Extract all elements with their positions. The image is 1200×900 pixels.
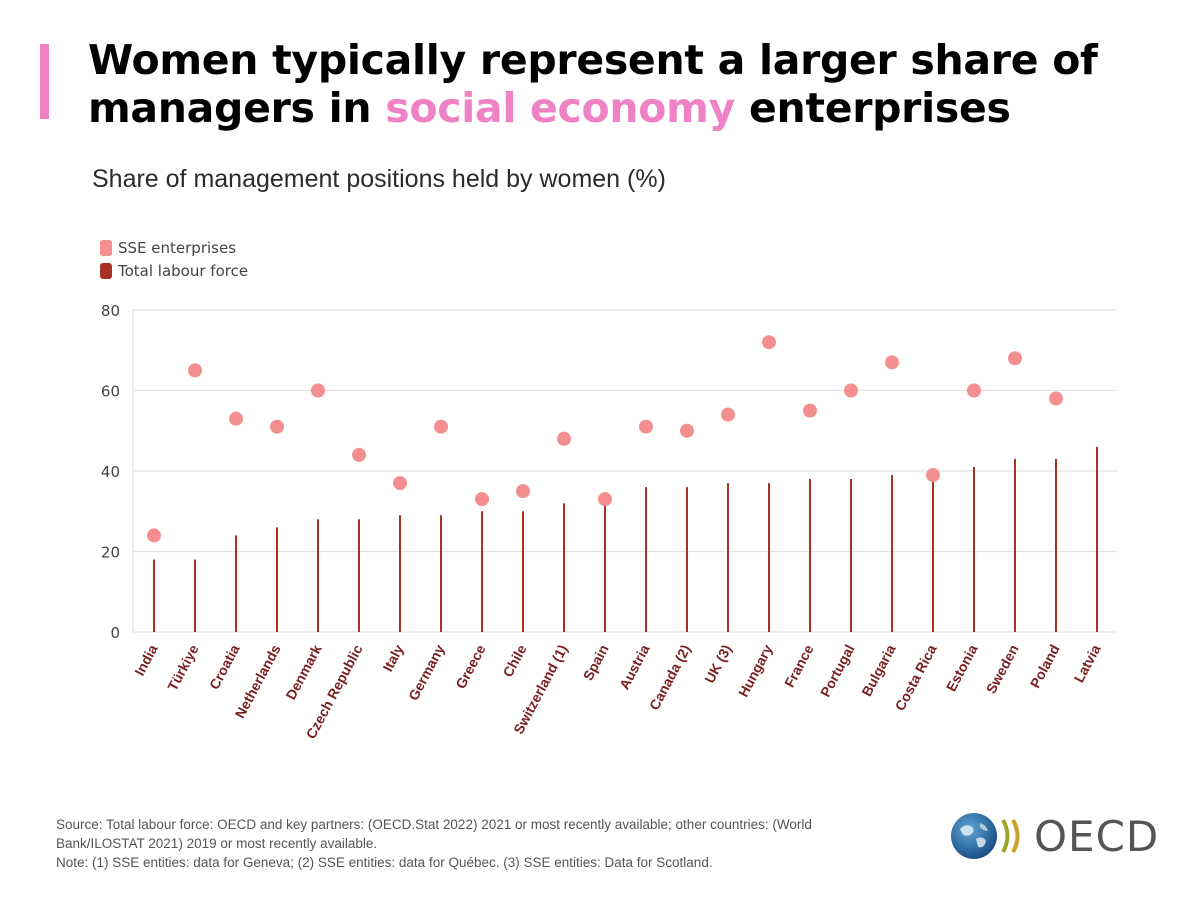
x-tick-label: Chile	[499, 642, 529, 680]
x-tick-label: Costa Rica	[892, 642, 940, 714]
x-tick-label: France	[781, 642, 817, 690]
sse-dot	[393, 476, 407, 491]
oecd-logo: OECD	[950, 810, 1170, 862]
title-highlight: social economy	[385, 84, 736, 132]
sse-dot	[188, 363, 202, 378]
sse-dot	[967, 383, 981, 398]
title-part-1: Women typically represent a larger share…	[88, 36, 1098, 132]
x-tick-label: Denmark	[282, 642, 324, 703]
x-tick-label: Latvia	[1071, 642, 1104, 685]
sse-dot	[1008, 351, 1022, 366]
x-tick-label: Sweden	[983, 642, 1022, 696]
logo-text: OECD	[1034, 811, 1160, 861]
sse-dot	[475, 492, 489, 507]
legend-swatch-labour	[100, 262, 112, 279]
legend-label-labour: Total labour force	[118, 261, 249, 280]
sse-dot	[762, 335, 776, 350]
sse-dot	[557, 431, 571, 446]
y-tick-label: 20	[101, 544, 120, 562]
globe-icon	[951, 813, 997, 859]
x-tick-label: Austria	[616, 642, 653, 692]
note-line: Note: (1) SSE entities: data for Geneva;…	[56, 855, 713, 870]
x-tick-label: Portugal	[817, 642, 858, 700]
sse-dot	[598, 492, 612, 507]
sse-dot	[680, 423, 694, 438]
x-tick-label: UK (3)	[701, 642, 734, 686]
sse-dot	[352, 447, 366, 462]
y-tick-label: 40	[101, 463, 120, 481]
legend-label-sse: SSE enterprises	[118, 238, 237, 257]
chevrons-icon	[1001, 819, 1020, 853]
chart-legend: SSE enterprises Total labour force	[100, 236, 248, 282]
source-line-2: Bank/ILOSTAT 2021) 2019 or most recently…	[56, 836, 378, 851]
x-tick-label: Bulgaria	[858, 642, 899, 699]
title-accent-bar	[40, 44, 49, 119]
sse-dot	[885, 355, 899, 370]
sse-dot	[1049, 391, 1063, 406]
x-tick-label: Croatia	[206, 642, 243, 692]
x-tick-label: Greece	[452, 642, 489, 692]
x-tick-label: Poland	[1027, 642, 1063, 691]
sse-dot	[926, 468, 940, 483]
y-tick-label: 0	[110, 624, 120, 642]
sse-dot	[147, 528, 161, 543]
legend-item-sse: SSE enterprises	[100, 236, 248, 259]
page-title: Women typically represent a larger share…	[88, 36, 1168, 132]
source-line-1: Source: Total labour force: OECD and key…	[56, 817, 812, 832]
x-tick-label: Canada (2)	[646, 642, 694, 713]
sse-dot	[844, 383, 858, 398]
y-tick-label: 60	[101, 383, 120, 401]
sse-dot	[516, 484, 530, 499]
x-tick-label: Germany	[405, 642, 448, 703]
x-tick-label: India	[131, 642, 161, 679]
x-tick-label: Hungary	[735, 642, 776, 700]
legend-item-labour: Total labour force	[100, 259, 248, 282]
sse-dot	[639, 419, 653, 434]
x-tick-label: Spain	[580, 642, 612, 683]
sse-dot	[229, 411, 243, 426]
sse-dot	[311, 383, 325, 398]
x-tick-label: Türkiye	[164, 642, 202, 694]
title-part-2: enterprises	[735, 84, 1011, 132]
x-tick-label: Estonia	[943, 642, 981, 694]
chart-subtitle: Share of management positions held by wo…	[92, 165, 666, 193]
sse-dot	[270, 419, 284, 434]
x-tick-label: Italy	[379, 642, 406, 674]
footnote: Source: Total labour force: OECD and key…	[56, 815, 816, 872]
sse-dot	[721, 407, 735, 422]
legend-swatch-sse	[100, 239, 112, 256]
y-tick-label: 80	[101, 302, 120, 320]
sse-dot	[803, 403, 817, 418]
sse-dot	[434, 419, 448, 434]
